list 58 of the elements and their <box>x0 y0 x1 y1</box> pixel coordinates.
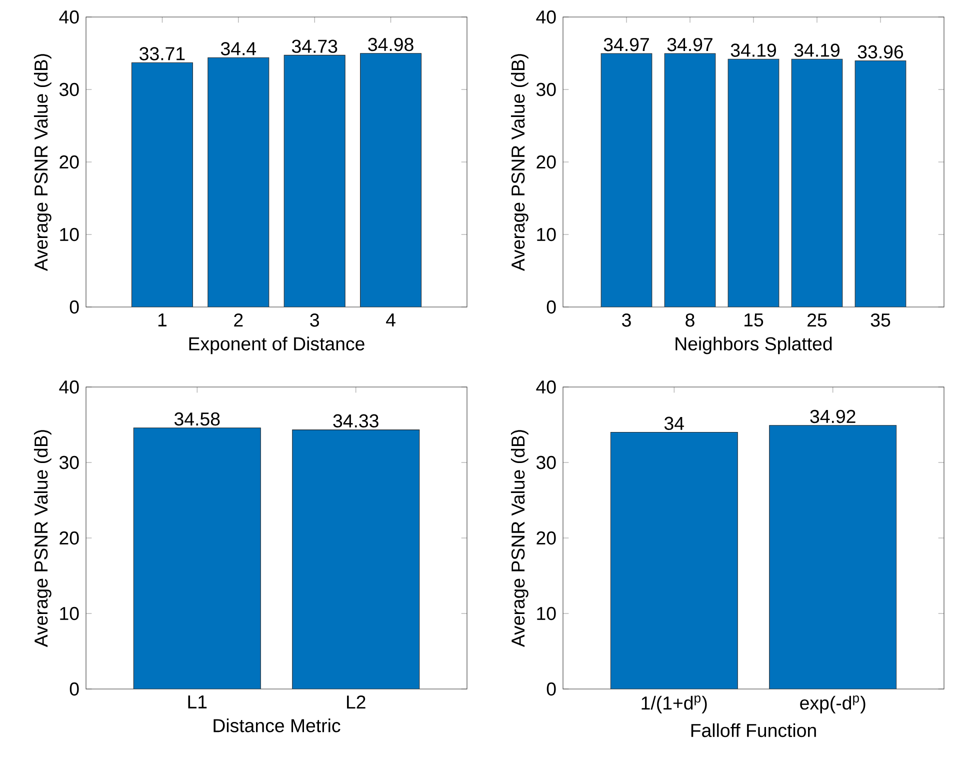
data-label: 34.73 <box>292 40 338 53</box>
x-tick-label: 25 <box>808 313 827 327</box>
data-label: 34.33 <box>333 414 378 428</box>
data-label: 34.97 <box>667 38 712 52</box>
y-tick-label: 10 <box>537 606 556 620</box>
y-tick-label: 0 <box>546 300 556 314</box>
x-tick-label: 4 <box>386 313 396 326</box>
data-label: 33.96 <box>858 45 904 59</box>
y-tick-label: 0 <box>70 300 79 314</box>
x-tick-label: 1/(1+d$^{p}$) <box>642 695 707 714</box>
data-label: 34.92 <box>810 410 856 424</box>
data-label: 34.19 <box>794 44 840 57</box>
x-tick-label: 8 <box>686 313 694 327</box>
x-axis-title: Distance Metric <box>214 718 340 732</box>
data-label: 34.19 <box>730 44 776 57</box>
x-axis-title: Exponent of Distance <box>189 336 364 354</box>
y-axis-title: Average PSNR Value (dB) <box>510 54 528 272</box>
data-label: 34.98 <box>368 38 414 52</box>
y-tick-label: 0 <box>70 682 79 696</box>
x-tick-label: 2 <box>234 313 243 327</box>
bar <box>284 54 346 307</box>
y-tick-label: 40 <box>536 10 556 24</box>
y-axis-title: Average PSNR Value (dB) <box>34 54 52 272</box>
data-label: 34.97 <box>604 38 649 52</box>
y-tick-label: 30 <box>59 82 79 96</box>
y-tick-label: 0 <box>546 682 556 696</box>
y-tick-label: 10 <box>537 228 556 242</box>
bar <box>131 62 193 307</box>
x-tick-label: 35 <box>870 313 890 327</box>
x-tick-label: exp(-d$^{p}$) <box>800 695 866 714</box>
data-label: 34.4 <box>220 42 256 56</box>
x-axis-title: Falloff Function <box>691 723 816 738</box>
y-tick-label: 40 <box>59 10 79 24</box>
y-tick-label: 10 <box>60 228 79 242</box>
x-tick-label: 3 <box>622 313 631 327</box>
x-tick-label: L1 <box>188 695 207 708</box>
y-axis-title: Average PSNR Value (dB) <box>34 430 52 648</box>
y-tick-label: 20 <box>60 155 79 169</box>
y-tick-label: 40 <box>536 380 556 394</box>
bar <box>360 53 422 307</box>
x-tick-label: L2 <box>347 695 366 709</box>
x-tick-label: 15 <box>744 313 764 327</box>
y-tick-label: 10 <box>60 606 79 620</box>
y-tick-label: 20 <box>536 531 556 545</box>
y-tick-label: 20 <box>60 531 79 545</box>
data-label: 33.71 <box>140 47 185 60</box>
x-axis-title: Neighbors Splatted <box>676 336 832 354</box>
y-tick-label: 30 <box>536 82 556 96</box>
x-tick-label: 1 <box>158 313 166 326</box>
data-label: 34 <box>664 416 684 430</box>
x-tick-label: 3 <box>310 313 319 327</box>
y-axis-title: Average PSNR Value (dB) <box>510 430 528 648</box>
bar <box>208 57 270 307</box>
y-tick-label: 30 <box>59 456 79 470</box>
y-tick-label: 20 <box>536 155 556 169</box>
y-tick-label: 30 <box>536 456 556 470</box>
y-tick-label: 40 <box>59 380 79 394</box>
data-label: 34.58 <box>174 412 220 426</box>
